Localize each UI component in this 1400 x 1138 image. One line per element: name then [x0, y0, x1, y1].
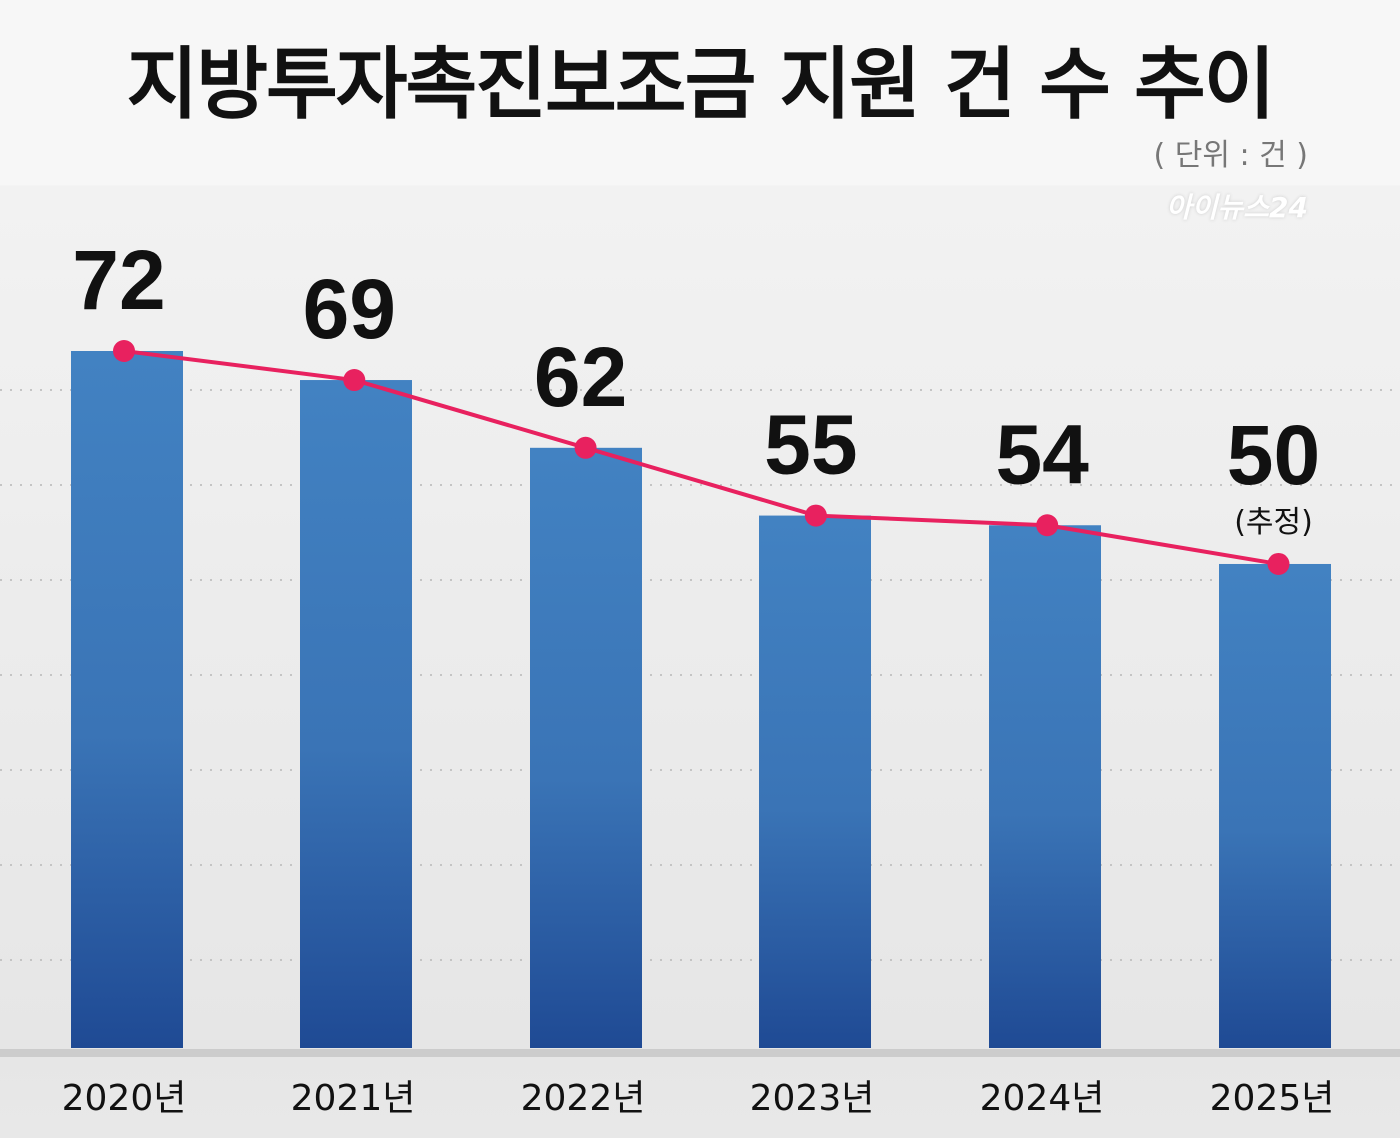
source-logo: 아이뉴스24 [1165, 191, 1308, 224]
trend-line [123, 349, 1279, 566]
data-label: 69 [303, 262, 396, 356]
line-point [113, 340, 135, 362]
unit-label: ( 단위 : 건 ) [1153, 138, 1308, 173]
x-tick-label: 2023년 [750, 1078, 875, 1119]
x-tick-label: 2021년 [291, 1078, 416, 1119]
data-label: 50 [1227, 408, 1320, 502]
bar [759, 515, 871, 1048]
line-point [804, 504, 827, 527]
line-point [574, 436, 597, 459]
bar [1219, 563, 1331, 1048]
bar [71, 351, 183, 1048]
bar [530, 447, 642, 1048]
bar [989, 525, 1101, 1048]
annotation: (추정) [1234, 505, 1313, 540]
x-tick-label: 2022년 [521, 1078, 646, 1119]
line-point [1036, 514, 1059, 537]
x-axis [0, 1049, 1400, 1057]
line-point [343, 369, 366, 392]
x-tick-label: 2025년 [1210, 1078, 1335, 1119]
bar [300, 380, 412, 1049]
x-tick-label: 2020년 [62, 1078, 187, 1119]
data-label: 55 [764, 398, 857, 492]
data-label: 62 [534, 330, 627, 424]
chart-title: 지방투자촉진보조금 지원 건 수 추이 [126, 40, 1275, 130]
data-label: 54 [995, 407, 1089, 501]
x-tick-label: 2024년 [980, 1078, 1105, 1119]
data-label: 72 [72, 233, 165, 327]
line-point [1267, 552, 1290, 575]
